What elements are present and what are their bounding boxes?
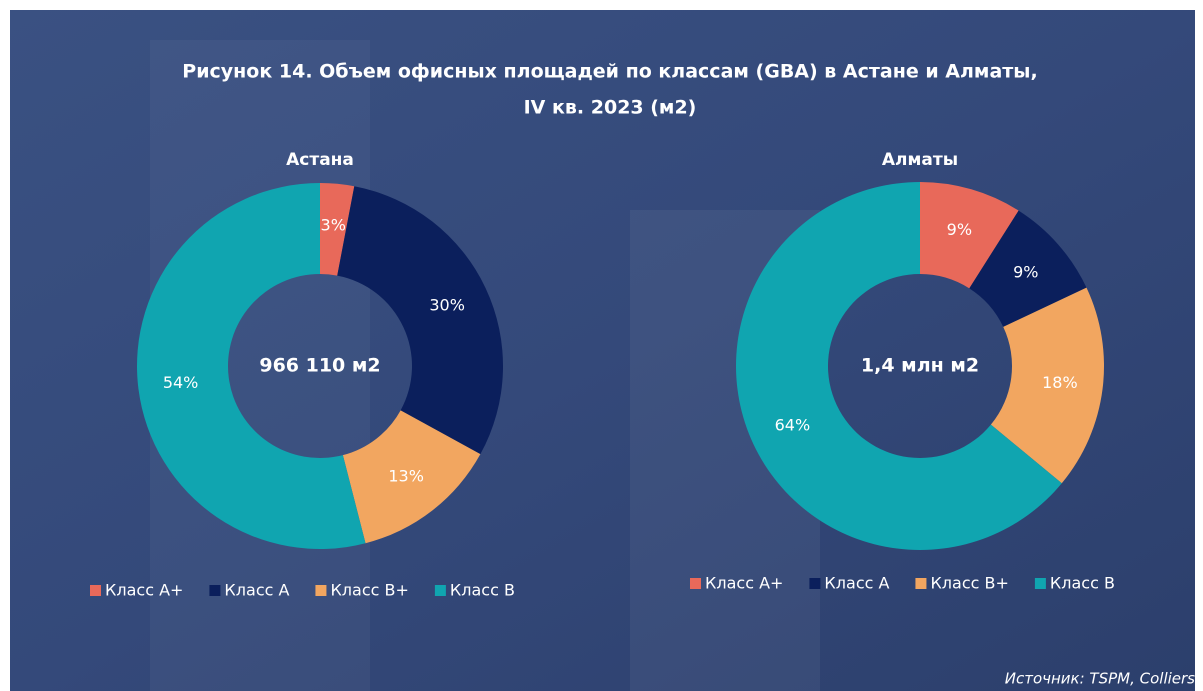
data-label: 13% <box>388 467 424 486</box>
legend-label: Класс А+ <box>705 574 783 593</box>
legend-swatch <box>690 578 701 589</box>
legend-label: Класс А <box>224 581 289 600</box>
legend-swatch <box>809 578 820 589</box>
legend-label: Класс А <box>824 574 889 593</box>
page: Рисунок 14. Объем офисных площадей по кл… <box>0 0 1203 691</box>
legend-swatch <box>435 585 446 596</box>
legend-label: Класс B+ <box>330 581 408 600</box>
center-label: 966 110 м2 <box>259 355 380 377</box>
data-label: 3% <box>321 216 346 235</box>
data-label: 54% <box>163 373 199 392</box>
legend-swatch <box>209 585 220 596</box>
legend-swatch <box>315 585 326 596</box>
legend-swatch <box>1035 578 1046 589</box>
legend-label: Класс B <box>450 581 515 600</box>
center-label: 1,4 млн м2 <box>861 355 979 377</box>
chart-title: IV кв. 2023 (м2) <box>524 97 697 119</box>
chart-subtitle: Астана <box>286 150 354 170</box>
data-label: 30% <box>429 296 465 315</box>
legend-swatch <box>915 578 926 589</box>
data-label: 9% <box>947 220 972 239</box>
data-label: 9% <box>1013 262 1038 281</box>
data-label: 64% <box>775 416 811 435</box>
legend-swatch <box>90 585 101 596</box>
source: Источник: TSPM, Colliers <box>1005 670 1195 688</box>
legend-label: Класс B <box>1050 574 1115 593</box>
legend-label: Класс B+ <box>930 574 1008 593</box>
chart-subtitle: Алматы <box>882 150 958 170</box>
chart-title: Рисунок 14. Объем офисных площадей по кл… <box>182 61 1037 83</box>
data-label: 18% <box>1042 373 1078 392</box>
legend-label: Класс А+ <box>105 581 183 600</box>
